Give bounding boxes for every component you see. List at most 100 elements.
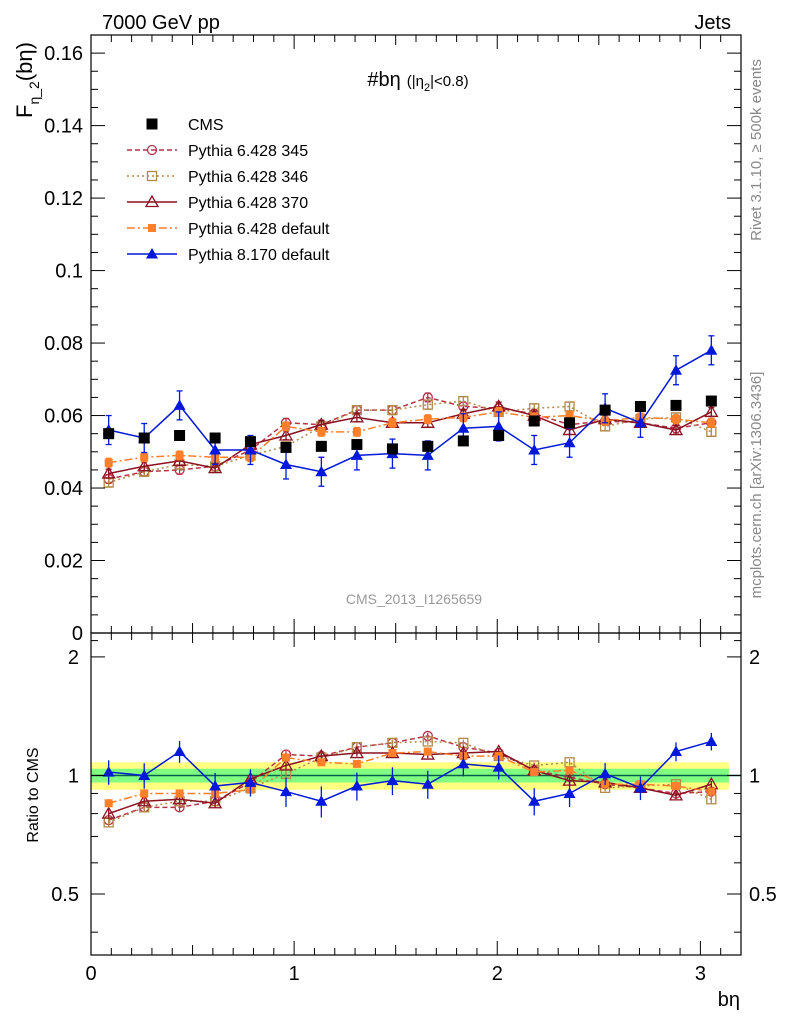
- ratio-point-pythia-6-428-370: [278, 758, 294, 771]
- data-point-cms: [528, 415, 540, 427]
- data-point-pythia-6-428-default: [175, 451, 184, 460]
- data-point-pythia-6-428-370: [137, 458, 152, 472]
- ratio-point-pythia-6-428-370: [101, 806, 116, 819]
- ratio-point-pythia-6-428-default: [140, 789, 149, 798]
- ratio-point-pythia-8-170-default: [705, 735, 718, 746]
- data-point-pythia-8-170-default: [528, 443, 541, 455]
- data-point-pythia-8-170-default: [421, 449, 434, 460]
- data-point-pythia-6-428-370: [349, 410, 365, 423]
- legend: CMS Pythia 6.428 345 Pythia 6.428 346 Pythi…: [127, 117, 330, 264]
- ratio-point-pythia-6-428-default: [104, 799, 113, 808]
- data-point-pythia-6-428-default: [140, 453, 149, 462]
- ratio-point-pythia-8-170-default: [280, 785, 292, 797]
- y-tick-label: 0.08: [44, 333, 83, 355]
- data-point-pythia-8-170-default: [563, 436, 576, 448]
- y-tick-label: 0.12: [44, 188, 83, 210]
- series-line-pythia-6-428-346: [108, 400, 712, 484]
- ratio-point-pythia-8-170-default: [599, 767, 612, 779]
- plot-title: #bη (|η2|<0.8): [367, 69, 468, 94]
- mcplots-label: mcplots.cern.ch [arXiv:1306.3436]: [748, 372, 765, 599]
- y-tick-label: 0: [72, 623, 83, 645]
- legend-marker-pythia-6-428-370: [144, 194, 160, 208]
- plot-title-cut-close: |<0.8): [430, 73, 469, 90]
- data-point-pythia-6-428-346: [387, 404, 398, 416]
- data-point-pythia-6-428-370: [207, 460, 223, 474]
- legend-label-pythia-6-428-default: Pythia 6.428 default: [188, 221, 330, 238]
- x-axis-title: bη: [718, 989, 740, 1011]
- ratio-axes: 0.5 0.5 1 1 2 2 0 1 2 3: [51, 632, 777, 985]
- ratio-point-pythia-6-428-370: [207, 795, 223, 809]
- series-line-pythia-6-428-345: [108, 396, 712, 480]
- ratio-point-pythia-6-428-default: [707, 787, 716, 796]
- ratio-point-pythia-8-170-default: [173, 745, 186, 757]
- ratio-line-pythia-6-428-346: [108, 740, 712, 824]
- legend-label-cms: CMS: [188, 117, 224, 134]
- data-point-cms: [351, 439, 363, 451]
- series-line-pythia-6-428-default: [108, 411, 712, 464]
- data-point-pythia-8-170-default: [705, 344, 718, 355]
- category-label: Jets: [694, 12, 731, 34]
- data-point-pythia-8-170-default: [209, 443, 222, 455]
- data-point-pythia-8-170-default: [634, 416, 647, 428]
- data-point-pythia-6-428-default: [352, 427, 361, 436]
- ratio-y-tick-label: 0.5: [51, 884, 79, 906]
- ratio-y-tick-label: 1: [68, 765, 79, 787]
- ratio-point-pythia-6-428-346: [422, 736, 433, 747]
- legend-label-pythia-6-428-370: Pythia 6.428 370: [188, 195, 308, 212]
- legend-marker-pythia-6-428-default: [148, 224, 156, 232]
- legend-label-pythia-8-170-default: Pythia 8.170 default: [188, 247, 330, 264]
- data-point-pythia-6-428-default: [565, 411, 574, 420]
- data-point-pythia-6-428-default: [317, 427, 326, 436]
- ratio-point-pythia-8-170-default: [421, 778, 434, 789]
- ratio-point-pythia-8-170-default: [528, 795, 541, 806]
- main-plot: #bη (|η2|<0.8) CMS_2013_I1265659 CMS Pythi…: [44, 34, 742, 645]
- data-point-pythia-6-428-346: [422, 399, 433, 410]
- ratio-y-axis-title: Ratio to CMS: [25, 747, 42, 842]
- legend-marker-pythia-6-428-346: [146, 170, 158, 182]
- y-tick-label: 0.16: [44, 43, 83, 65]
- data-point-pythia-6-428-370: [101, 466, 116, 479]
- data-point-pythia-8-170-default: [350, 449, 363, 460]
- svg-text:Fη_2(bη): Fη_2(bη): [12, 42, 42, 118]
- ratio-point-pythia-8-170-default: [244, 776, 257, 787]
- legend-label-pythia-6-428-345: Pythia 6.428 345: [188, 143, 308, 160]
- legend-marker-cms: [146, 118, 158, 130]
- data-point-pythia-8-170-default: [280, 458, 292, 469]
- data-point-cms: [386, 443, 398, 455]
- data-point-cms: [670, 399, 682, 411]
- ratio-point-pythia-6-428-370: [349, 745, 365, 759]
- data-point-pythia-6-428-default: [282, 422, 290, 431]
- ratio-line-pythia-8-170-default: [108, 740, 712, 803]
- data-point-cms: [457, 435, 469, 447]
- y-axis-title-main: F: [12, 105, 37, 118]
- data-point-pythia-8-170-default: [457, 422, 470, 433]
- ratio-line-pythia-6-428-default: [108, 750, 712, 804]
- ratio-point-pythia-8-170-default: [386, 774, 399, 786]
- data-point-pythia-6-428-default: [388, 418, 397, 427]
- main-plot-content: [101, 335, 719, 488]
- data-point-cms: [280, 441, 292, 453]
- data-point-cms: [599, 404, 611, 416]
- ratio-y-tick-label-right: 0.5: [749, 884, 777, 906]
- plot-title-main: #bη: [367, 69, 400, 91]
- ratio-point-pythia-6-428-default: [530, 768, 539, 777]
- data-point-pythia-8-170-default: [492, 420, 505, 431]
- ratio-point-pythia-8-170-default: [315, 795, 328, 806]
- rivet-label: Rivet 3.1.10, ≥ 500k events: [748, 59, 765, 241]
- data-point-pythia-6-428-default: [707, 418, 716, 427]
- ratio-point-pythia-6-428-370: [172, 791, 187, 805]
- x-tick-label: 1: [289, 963, 300, 985]
- data-point-cms: [422, 440, 434, 452]
- ratio-point-pythia-6-428-default: [282, 753, 290, 762]
- data-point-cms: [209, 432, 221, 444]
- plot-title-cut-sub: 2: [424, 82, 430, 94]
- data-point-cms: [315, 440, 327, 452]
- ratio-plot-content: [91, 730, 741, 828]
- data-point-cms: [634, 400, 646, 412]
- y-tick-label: 0.06: [44, 406, 83, 428]
- data-point-pythia-6-428-default: [672, 415, 680, 424]
- ratio-point-pythia-8-170-default: [102, 766, 115, 777]
- ratio-point-pythia-8-170-default: [209, 780, 222, 791]
- x-tick-label: 3: [695, 963, 706, 985]
